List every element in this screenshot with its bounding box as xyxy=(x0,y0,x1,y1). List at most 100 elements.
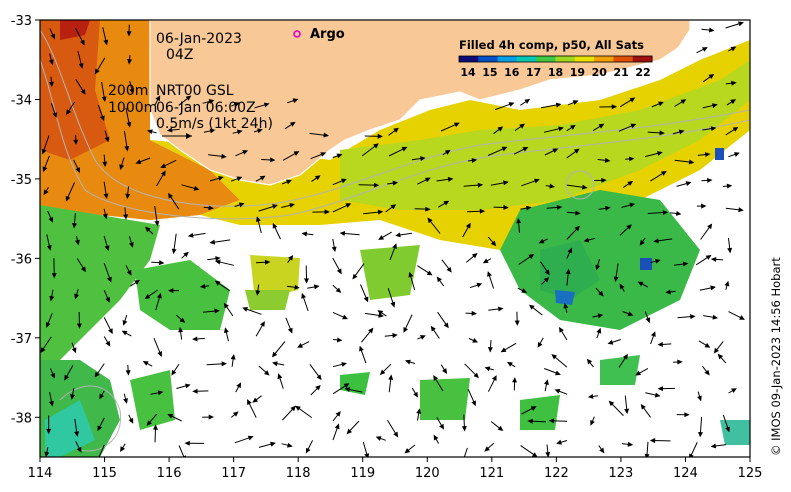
current-vector-head xyxy=(145,226,151,233)
current-vector-head xyxy=(433,375,439,381)
colorbar-swatch xyxy=(613,56,634,62)
current-vector-head xyxy=(545,451,551,457)
current-vector-head xyxy=(160,170,166,177)
current-vector-head xyxy=(286,179,292,185)
current-vector-head xyxy=(500,347,507,353)
current-vector-head xyxy=(142,361,149,366)
current-vector-head xyxy=(146,420,152,426)
current-vector-head xyxy=(102,161,108,168)
current-vector-head xyxy=(97,458,100,462)
current-vector-head xyxy=(471,400,476,407)
current-vector-head xyxy=(597,313,604,319)
current-vector-head xyxy=(218,175,224,181)
current-vector-head xyxy=(153,424,158,430)
credit-label: © IMOS 09-Jan-2023 14:56 Hobart xyxy=(769,257,783,456)
current-vector-head xyxy=(439,423,444,430)
colorbar-tick-label: 17 xyxy=(526,66,541,79)
time-label: 04Z xyxy=(166,47,193,63)
current-vector-head xyxy=(334,423,340,430)
current-vector-head xyxy=(238,202,245,208)
current-vector-head xyxy=(294,284,300,290)
current-vector-head xyxy=(528,304,535,310)
current-vector-head xyxy=(710,285,716,291)
current-vector-head xyxy=(487,271,492,277)
current-vector-head xyxy=(120,446,126,452)
current-vector-head xyxy=(506,361,513,367)
current-vector-head xyxy=(214,259,221,265)
current-vector-head xyxy=(363,296,369,303)
current-vector-head xyxy=(730,99,736,105)
current-vector-head xyxy=(479,208,486,214)
current-vector-head xyxy=(708,74,715,80)
current-vector-head xyxy=(713,347,719,354)
current-vector-head xyxy=(208,205,214,211)
current-vector-head xyxy=(123,398,128,404)
current-vector-head xyxy=(403,327,409,333)
current-vector-head xyxy=(537,341,543,348)
current-vector-head xyxy=(48,216,53,223)
current-vector-head xyxy=(323,132,329,138)
current-vector-head xyxy=(345,203,352,208)
current-vector-head xyxy=(708,27,715,33)
current-vector-head xyxy=(94,68,100,75)
current-vector-head xyxy=(726,183,733,189)
current-vector-head xyxy=(301,231,308,237)
current-vector-head xyxy=(678,129,685,135)
current-vector-head xyxy=(436,276,442,283)
current-vector-head xyxy=(731,80,737,86)
current-vector-head xyxy=(255,290,261,296)
current-vector-head xyxy=(531,452,538,457)
current-vector-head xyxy=(484,446,490,452)
colorbar-swatch xyxy=(536,56,556,62)
current-vector-head xyxy=(260,321,265,327)
x-tick-label: 114 xyxy=(28,466,53,481)
current-vector-head xyxy=(558,326,564,333)
current-vector-head xyxy=(556,204,563,210)
current-vector-head xyxy=(293,151,300,156)
y-tick-label: -33 xyxy=(11,14,32,29)
current-vector-head xyxy=(128,417,134,424)
colorbar-swatch xyxy=(574,56,595,62)
current-vector-head xyxy=(665,289,671,295)
current-vector-head xyxy=(259,175,266,181)
current-vector-head xyxy=(42,166,48,173)
current-vector-head xyxy=(501,146,508,152)
current-vector-head xyxy=(503,180,509,186)
current-vector-head xyxy=(48,81,54,88)
current-vector-head xyxy=(154,220,160,227)
current-vector-head xyxy=(289,202,296,208)
current-vector-head xyxy=(549,183,555,189)
current-vector-head xyxy=(624,408,630,415)
current-vector-head xyxy=(166,127,173,133)
current-vector-head xyxy=(583,237,590,243)
current-vector-head xyxy=(731,388,737,394)
plot-frame xyxy=(39,19,751,458)
current-vector-head xyxy=(640,403,646,410)
current-vector-head xyxy=(639,239,645,246)
current-vector-head xyxy=(214,280,221,286)
current-vector-head xyxy=(701,203,707,209)
current-vector-head xyxy=(704,152,711,158)
current-vector-head xyxy=(689,453,694,457)
current-vector-head xyxy=(582,184,588,190)
current-vector-head xyxy=(123,214,129,220)
y-tick-label: -35 xyxy=(11,173,32,188)
current-vector-head xyxy=(73,139,79,146)
current-vector-head xyxy=(657,386,664,392)
current-vector-head xyxy=(717,353,724,360)
current-vector-head xyxy=(313,284,320,290)
current-vector-head xyxy=(420,335,426,340)
current-vector-head xyxy=(685,181,692,186)
current-vector-head xyxy=(51,273,57,279)
current-vector-head xyxy=(446,266,452,273)
colorbar-tick-label: 16 xyxy=(504,66,520,79)
current-vector-head xyxy=(530,406,537,411)
current-vector-head xyxy=(75,167,80,173)
current-vector-head xyxy=(185,95,192,101)
current-vector-head xyxy=(339,230,346,236)
y-axis: -33 -34 -35 -36 -37 -38 xyxy=(11,14,40,426)
colorbar-swatch xyxy=(478,56,499,62)
current-vector-head xyxy=(208,99,215,104)
current-vector-head xyxy=(344,387,351,392)
current-vector-head xyxy=(126,31,132,37)
